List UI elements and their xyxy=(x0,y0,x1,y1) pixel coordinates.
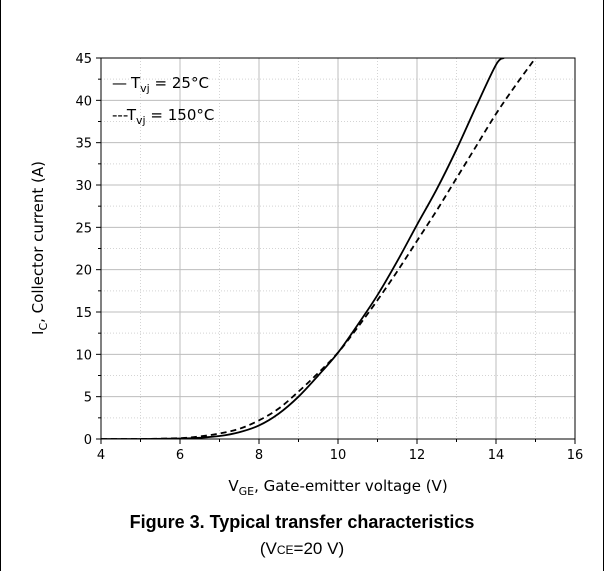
y-tick-label: 45 xyxy=(75,52,92,67)
series-group xyxy=(101,58,537,439)
x-tick-label: 16 xyxy=(567,448,584,463)
legend-label-25c-sub: vj xyxy=(140,82,150,95)
x-axis-title-sub: GE xyxy=(239,485,255,498)
conditions-close: =20 V) xyxy=(293,539,345,558)
x-tick-label: 4 xyxy=(97,448,105,463)
legend-entry-150c: ---Tvj = 150°C xyxy=(112,106,214,127)
conditions-sub: CE xyxy=(276,543,294,557)
axis-ticks: 4 6 8 10 12 14 16 0 5 10 15 20 25 30 35 40 45 xyxy=(75,52,583,463)
series-line-150c xyxy=(101,58,537,439)
y-tick-label: 15 xyxy=(75,306,92,321)
legend: — Tvj = 25°C ---Tvj = 150°C xyxy=(112,74,214,127)
x-tick-label: 8 xyxy=(255,448,263,463)
x-axis-title: VGE, Gate-emitter voltage (V) xyxy=(228,477,447,498)
legend-label-150c-main: T xyxy=(126,106,137,124)
y-axis-title-sub: C xyxy=(37,323,50,331)
y-tick-label: 30 xyxy=(75,179,92,194)
conditions-open: (V xyxy=(259,539,277,558)
legend-label-150c-sub: vj xyxy=(136,114,146,127)
figure-conditions: (VCE=20 V) xyxy=(0,539,604,559)
legend-label-25c-main: T xyxy=(130,74,141,92)
x-axis-title-rest: , Gate-emitter voltage (V) xyxy=(254,477,448,495)
x-tick-label: 14 xyxy=(488,448,505,463)
legend-label-25c-rest: = 25°C xyxy=(150,74,209,92)
y-tick-label: 25 xyxy=(75,221,92,236)
y-tick-label: 40 xyxy=(75,94,92,109)
x-tick-label: 10 xyxy=(330,448,347,463)
x-axis-title-main: V xyxy=(228,477,239,495)
y-axis-title-main: I xyxy=(29,331,47,335)
y-tick-label: 35 xyxy=(75,137,92,152)
series-line-25c xyxy=(101,58,505,439)
x-tick-label: 6 xyxy=(176,448,184,463)
y-tick-label: 0 xyxy=(84,433,92,448)
y-axis-title-rest: , Collector current (A) xyxy=(29,161,47,323)
y-tick-label: 5 xyxy=(84,391,92,406)
grid xyxy=(101,58,575,439)
legend-marker-25c: — xyxy=(112,74,127,92)
figure-caption: Figure 3. Typical transfer characteristi… xyxy=(129,512,475,532)
y-tick-label: 10 xyxy=(75,348,92,363)
y-tick-label: 20 xyxy=(75,264,92,279)
legend-entry-25c: — Tvj = 25°C xyxy=(112,74,209,95)
legend-label-150c-rest: = 150°C xyxy=(146,106,215,124)
y-axis-title: IC, Collector current (A) xyxy=(29,161,50,335)
x-tick-label: 12 xyxy=(409,448,426,463)
legend-marker-150c: --- xyxy=(112,106,128,124)
